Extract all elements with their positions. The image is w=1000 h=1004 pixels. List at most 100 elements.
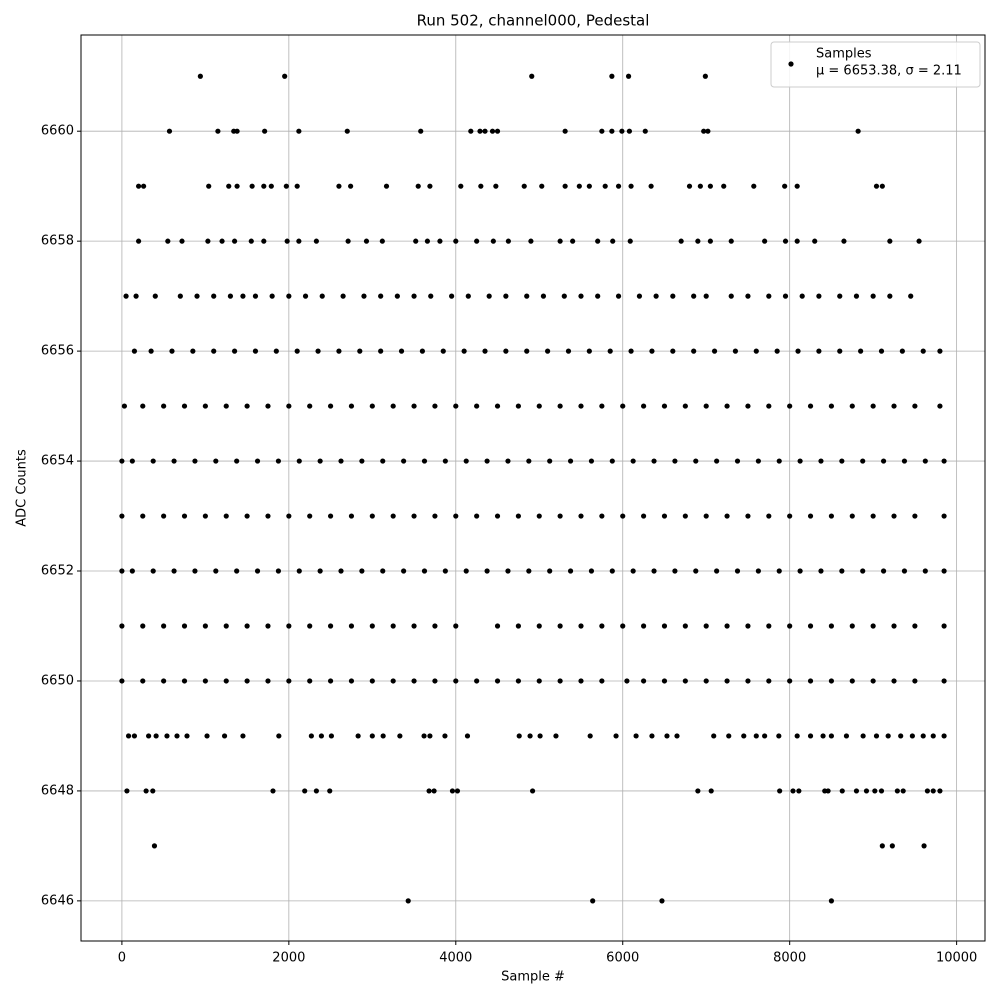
point: [941, 458, 947, 464]
point: [630, 568, 636, 574]
point: [286, 678, 292, 684]
point: [626, 128, 633, 134]
point: [286, 293, 292, 299]
point: [453, 403, 459, 409]
point: [244, 623, 250, 629]
point: [184, 733, 190, 739]
point: [659, 898, 665, 904]
point: [610, 238, 616, 244]
point: [557, 513, 563, 519]
point: [609, 458, 615, 464]
point: [686, 183, 693, 189]
point: [937, 348, 943, 354]
point: [338, 458, 344, 464]
point: [181, 678, 188, 684]
point: [194, 293, 200, 299]
point: [557, 623, 563, 629]
point: [661, 678, 668, 684]
point: [628, 183, 634, 189]
point: [294, 183, 300, 189]
point: [468, 128, 474, 134]
point: [578, 513, 584, 519]
point: [695, 238, 701, 244]
chart-title: Run 502, channel000, Pedestal: [417, 12, 650, 30]
point: [691, 348, 697, 354]
point: [453, 623, 459, 629]
point: [515, 403, 521, 409]
point: [307, 678, 313, 684]
point: [129, 458, 135, 464]
point: [714, 458, 720, 464]
point: [762, 733, 768, 739]
point: [328, 733, 335, 739]
point: [839, 788, 845, 794]
point: [432, 678, 438, 684]
point: [615, 293, 622, 299]
point: [161, 678, 167, 684]
point: [633, 733, 639, 739]
point: [578, 623, 584, 629]
point: [921, 843, 927, 849]
point: [477, 128, 483, 134]
point: [672, 458, 678, 464]
point: [133, 293, 139, 299]
point: [205, 238, 211, 244]
point: [878, 348, 885, 354]
point: [489, 128, 496, 134]
point: [361, 293, 367, 299]
point: [885, 733, 891, 739]
point: [165, 238, 171, 244]
point: [724, 403, 730, 409]
point: [941, 513, 947, 519]
point: [912, 513, 918, 519]
point: [296, 458, 302, 464]
point: [562, 128, 568, 134]
point: [849, 623, 855, 629]
points: [119, 73, 947, 904]
point: [891, 678, 897, 684]
point: [664, 733, 670, 739]
point: [703, 678, 709, 684]
point: [794, 183, 800, 189]
point: [807, 403, 814, 409]
point: [937, 403, 943, 409]
point: [682, 623, 688, 629]
point: [536, 678, 542, 684]
point: [161, 513, 167, 519]
point: [670, 348, 676, 354]
y-tick-label: 6650: [41, 673, 74, 688]
point: [630, 458, 636, 464]
point: [161, 623, 167, 629]
point: [599, 678, 605, 684]
point: [766, 678, 772, 684]
point: [275, 568, 282, 574]
point: [745, 513, 751, 519]
point: [711, 733, 717, 739]
point: [872, 788, 878, 794]
point: [898, 733, 904, 739]
point: [319, 293, 325, 299]
point: [879, 183, 885, 189]
point: [515, 513, 521, 519]
point: [860, 568, 866, 574]
point: [703, 623, 709, 629]
point: [922, 568, 928, 574]
point: [505, 238, 511, 244]
point: [336, 183, 342, 189]
point: [219, 238, 225, 244]
point: [613, 733, 619, 739]
point: [181, 513, 188, 519]
point: [799, 293, 805, 299]
point: [284, 238, 290, 244]
point: [401, 568, 407, 574]
point: [265, 623, 271, 629]
point: [424, 238, 431, 244]
point: [636, 293, 643, 299]
point: [536, 403, 542, 409]
point: [553, 733, 559, 739]
point: [121, 403, 128, 409]
point: [745, 623, 751, 629]
point: [628, 348, 634, 354]
point: [302, 788, 308, 794]
point: [150, 568, 156, 574]
